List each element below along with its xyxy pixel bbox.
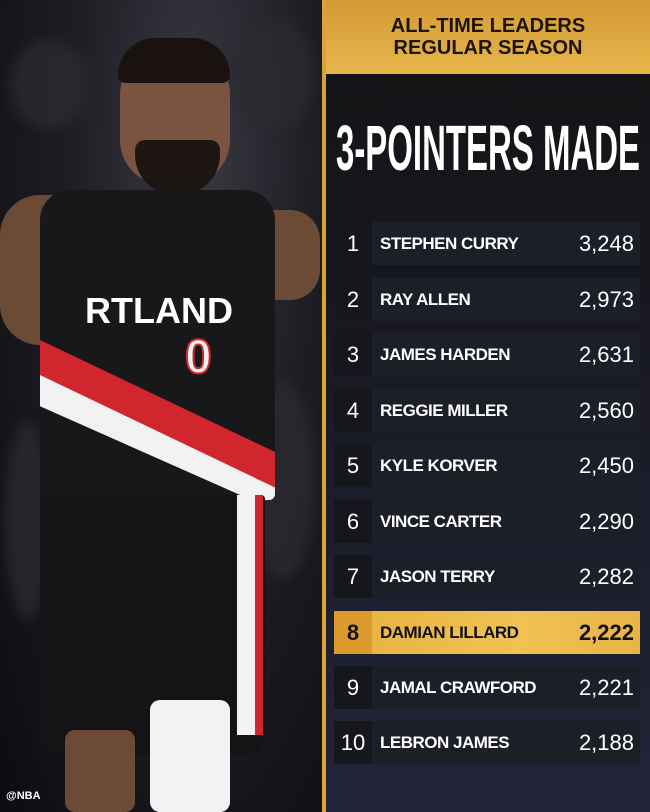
rank: 4 [334,389,372,432]
stat-title: 3-POINTERS MADE [336,112,640,180]
player-name: JAMES HARDEN [380,344,511,364]
header-banner: ALL-TIME LEADERS REGULAR SEASON [326,0,650,74]
threes-made: 2,282 [578,563,634,589]
rank: 8 [334,611,372,654]
divider [322,0,326,812]
threes-made: 2,631 [578,341,634,367]
leader-row: 3 JAMES HARDEN 2,631 [334,333,640,376]
leader-row: 4 REGGIE MILLER 2,560 [334,389,640,432]
jersey-number: 0 [184,330,213,385]
player-name: JAMAL CRAWFORD [380,677,537,697]
rank: 6 [334,500,372,543]
rank: 9 [334,666,372,709]
jersey: RTLAND 0 [40,190,275,500]
rank: 10 [334,721,372,764]
threes-made: 2,188 [578,729,634,755]
leader-row: 1 STEPHEN CURRY 3,248 [334,222,640,265]
player-name: VINCE CARTER [380,511,502,531]
leader-row: 9 JAMAL CRAWFORD 2,221 [334,666,640,709]
player-name: LEBRON JAMES [380,732,510,752]
leader-row: 6 VINCE CARTER 2,290 [334,500,640,543]
leader-row: 10 LEBRON JAMES 2,188 [334,721,640,764]
threes-made: 2,560 [578,397,634,423]
leader-row: 2 RAY ALLEN 2,973 [334,278,640,321]
jersey-text: RTLAND [85,290,233,331]
nba-watermark: @NBA [6,790,41,802]
player-name: DAMIAN LILLARD [380,622,519,642]
player-name: STEPHEN CURRY [380,233,519,253]
threes-made: 2,221 [578,674,634,700]
svg-text:3-POINTERS MADE: 3-POINTERS MADE [336,112,640,180]
player-photo: RTLAND 0 @NBA [0,0,322,812]
rank: 3 [334,333,372,376]
rank: 5 [334,444,372,487]
rank: 2 [334,278,372,321]
threes-made: 2,450 [578,452,634,478]
leader-row: 7 JASON TERRY 2,282 [334,555,640,598]
threes-made: 2,290 [578,508,634,534]
leader-row: 8 DAMIAN LILLARD 2,222 [334,611,640,654]
header-line1: ALL-TIME LEADERS [390,15,586,37]
threes-made: 3,248 [578,230,634,256]
threes-made: 2,973 [578,286,634,312]
player-name: REGGIE MILLER [380,400,508,420]
player-name: KYLE KORVER [380,455,497,475]
header-line2: REGULAR SEASON [393,37,583,59]
rank: 1 [334,222,372,265]
player-name: JASON TERRY [380,566,495,586]
leader-row: 5 KYLE KORVER 2,450 [334,444,640,487]
threes-made: 2,222 [578,619,634,645]
rank: 7 [334,555,372,598]
leaders-panel: ALL-TIME LEADERS REGULAR SEASON 3-POINTE… [326,0,650,812]
player-name: RAY ALLEN [380,289,471,309]
